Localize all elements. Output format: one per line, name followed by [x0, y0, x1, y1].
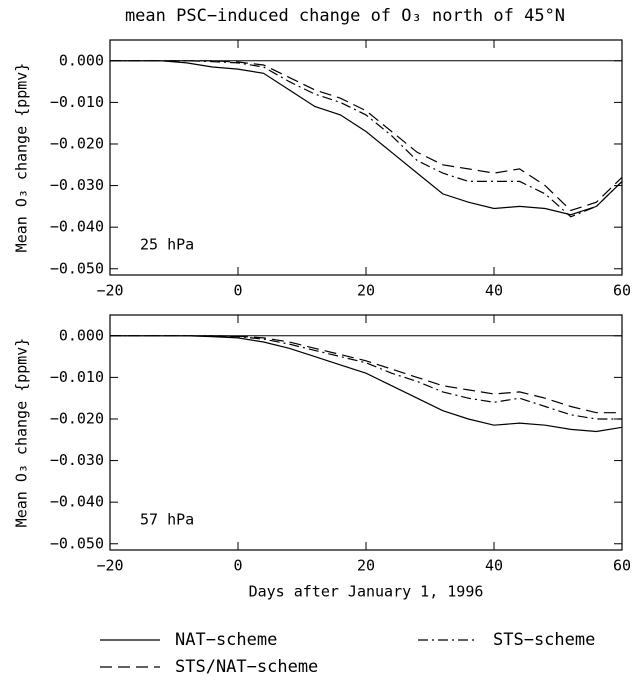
annotation: 25 hPa	[140, 236, 194, 254]
y-axis-label: Mean O₃ change {ppmv}	[13, 338, 31, 528]
x-tick-label: −20	[96, 557, 123, 575]
legend-label: STS/NAT−scheme	[175, 657, 318, 677]
x-tick-label: 60	[613, 557, 631, 575]
data-line	[110, 60, 623, 218]
data-line	[110, 335, 622, 420]
y-tick-label: −0.010	[50, 93, 104, 111]
x-tick-label: 60	[613, 282, 631, 300]
y-tick-label: −0.020	[50, 409, 104, 427]
x-tick-label: 20	[357, 557, 375, 575]
y-tick-label: −0.010	[50, 368, 104, 386]
data-line	[110, 60, 623, 212]
chart-title: mean PSC−induced change of O₃ north of 4…	[125, 6, 565, 26]
y-tick-label: −0.040	[50, 493, 104, 511]
y-tick-label: 0.000	[59, 326, 104, 344]
legend-label: NAT−scheme	[175, 630, 277, 650]
data-line	[110, 335, 622, 414]
y-tick-label: −0.030	[50, 176, 104, 194]
y-tick-label: −0.050	[50, 259, 104, 277]
data-line	[110, 60, 623, 216]
x-axis-label: Days after January 1, 1996	[249, 583, 484, 601]
y-tick-label: −0.040	[50, 218, 104, 236]
y-tick-label: −0.050	[50, 534, 104, 552]
data-line	[110, 335, 623, 433]
x-tick-label: 20	[357, 282, 375, 300]
legend-label: STS−scheme	[493, 630, 595, 650]
y-tick-label: 0.000	[59, 51, 104, 69]
x-tick-label: 0	[233, 557, 242, 575]
annotation: 57 hPa	[140, 511, 194, 529]
y-tick-label: −0.030	[50, 451, 104, 469]
x-tick-label: −20	[96, 282, 123, 300]
x-tick-label: 0	[233, 282, 242, 300]
y-tick-label: −0.020	[50, 134, 104, 152]
y-axis-label: Mean O₃ change {ppmv}	[13, 63, 31, 253]
x-tick-label: 40	[485, 557, 503, 575]
x-tick-label: 40	[485, 282, 503, 300]
